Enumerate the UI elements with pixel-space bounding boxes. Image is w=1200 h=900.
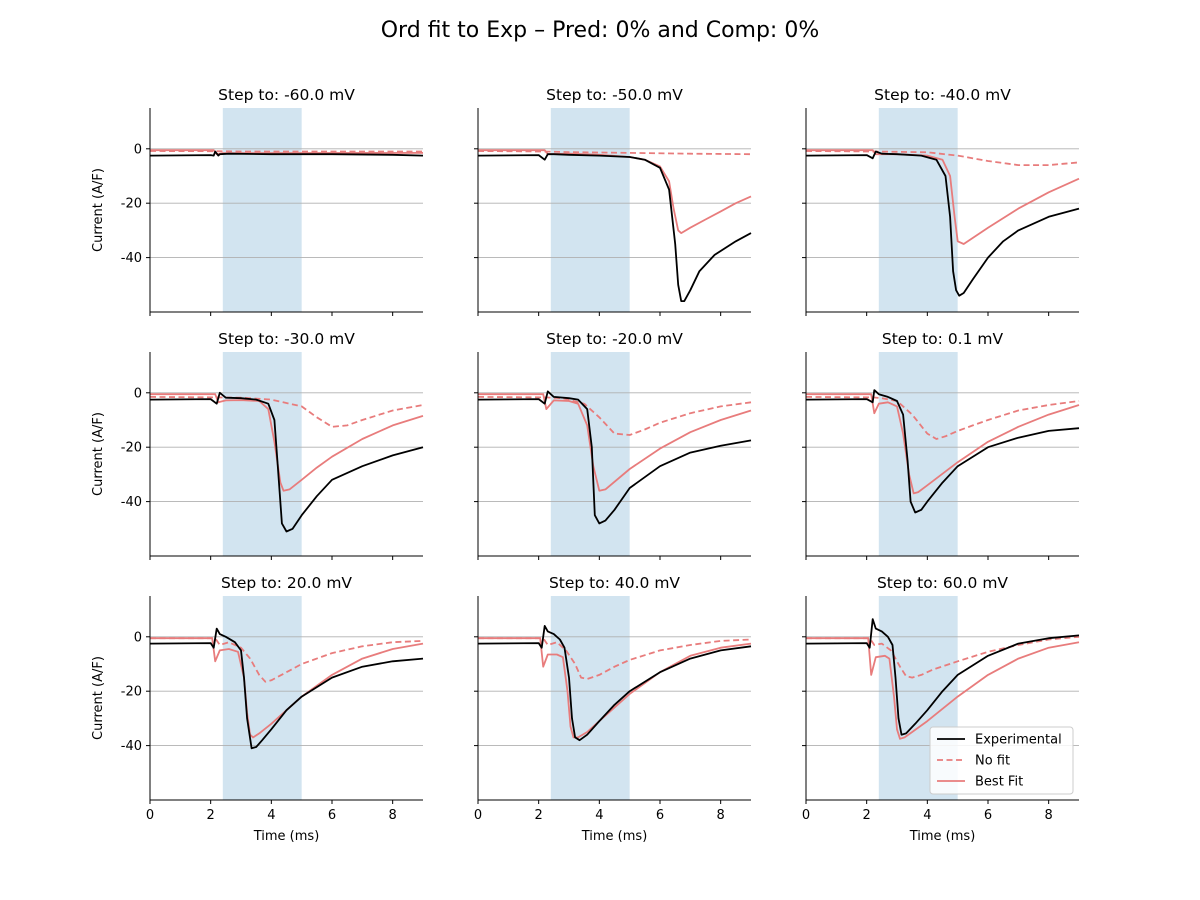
panel-4: 0 -20 -40 Step to: -30.0 mV Current (A/F) [91,330,424,560]
y-tick-label: 0 [134,142,142,157]
panel-title: Step to: -60.0 mV [218,86,355,104]
panel-title: Step to: -20.0 mV [546,330,683,348]
shaded-region [550,596,630,800]
shaded-region [222,352,302,556]
series-best-fit [806,393,1080,495]
series-experimental [149,150,424,157]
legend: Experimental No fit Best Fit [929,726,1074,795]
figure-title: Ord fit to Exp – Pred: 0% and Comp: 0% [381,18,820,43]
y-tick-label: -20 [121,685,142,700]
x-tick-label: 2 [535,808,543,823]
panel-2: Step to: -50.0 mV [474,86,752,316]
shaded-region [550,108,630,312]
panel-1: 0 -20 -40 Step to: -60.0 mV Current (A/F) [91,86,424,316]
x-tick-label: 8 [717,808,725,823]
panel-title: Step to: 0.1 mV [882,330,1004,348]
shaded-region [222,108,302,312]
panel-5: Step to: -20.0 mV [474,330,752,560]
y-tick-label: -40 [121,739,142,754]
x-tick-label: 0 [802,808,810,823]
series-experimental [805,618,1080,736]
x-axis-label: Time (ms) [581,829,648,844]
series-experimental [805,389,1080,514]
shaded-region [878,108,958,312]
x-tick-label: 0 [474,808,482,823]
series-best-fit [150,393,424,492]
x-tick-label: 6 [328,808,336,823]
series-no-fit [149,150,423,153]
series-no-fit [805,150,1080,167]
y-tick-label: -40 [121,251,142,266]
panel-title: Step to: 40.0 mV [549,574,680,592]
legend-label: Experimental [975,733,1062,748]
shaded-region [878,352,958,556]
series-no-fit [150,637,424,683]
x-tick-label: 0 [146,808,154,823]
x-tick-label: 4 [595,808,603,823]
x-tick-label: 6 [984,808,992,823]
x-tick-label: 2 [207,808,215,823]
y-tick-label: -20 [121,441,142,456]
y-tick-label: -40 [121,495,142,510]
y-axis-label: Current (A/F) [91,412,106,496]
series-best-fit [806,637,1080,740]
legend-box [929,726,1074,795]
panel-9: 0 2 4 6 8 Step to: 60.0 mV Time (ms) Experiment… [802,574,1080,844]
series-no-fit [478,637,752,680]
series-experimental [149,627,424,750]
series-experimental [149,391,424,533]
series-experimental [477,390,752,525]
y-tick-label: 0 [134,386,142,401]
x-tick-label: 6 [656,808,664,823]
panels: 0 -20 -40 Step to: -60.0 mV Current (A/F) Ste… [91,86,1080,844]
y-axis-label: Current (A/F) [91,168,106,252]
panel-3: Step to: -40.0 mV [802,86,1080,316]
y-tick-label: -20 [121,197,142,212]
x-tick-label: 2 [863,808,871,823]
x-tick-label: 4 [267,808,275,823]
y-tick-label: 0 [134,630,142,645]
shaded-region [550,352,630,556]
series-experimental [477,153,752,303]
panel-title: Step to: -30.0 mV [218,330,355,348]
series-best-fit [806,149,1080,245]
y-axis-label: Current (A/F) [91,656,106,740]
panel-title: Step to: 20.0 mV [221,574,352,592]
panel-8: 0 2 4 6 8 Step to: 40.0 mV Time (ms) [474,574,752,844]
series-experimental [805,150,1080,297]
series-no-fit [149,396,424,428]
x-axis-label: Time (ms) [253,829,320,844]
panel-6: Step to: 0.1 mV [802,330,1080,560]
panel-title: Step to: 60.0 mV [877,574,1008,592]
x-tick-label: 8 [389,808,397,823]
panel-7: 0 -20 -40 0 2 4 6 8 Step to: 20.0 mV Current (A/F… [91,574,424,844]
series-experimental [477,625,752,742]
series-no-fit [806,635,1080,679]
series-no-fit [805,396,1080,440]
panel-title: Step to: -50.0 mV [546,86,683,104]
x-axis-label: Time (ms) [909,829,976,844]
x-tick-label: 8 [1045,808,1053,823]
panel-title: Step to: -40.0 mV [874,86,1011,104]
x-tick-label: 4 [923,808,931,823]
shaded-region [222,596,302,800]
series-no-fit [477,150,752,156]
legend-label: Best Fit [975,775,1023,790]
legend-label: No fit [975,754,1010,769]
